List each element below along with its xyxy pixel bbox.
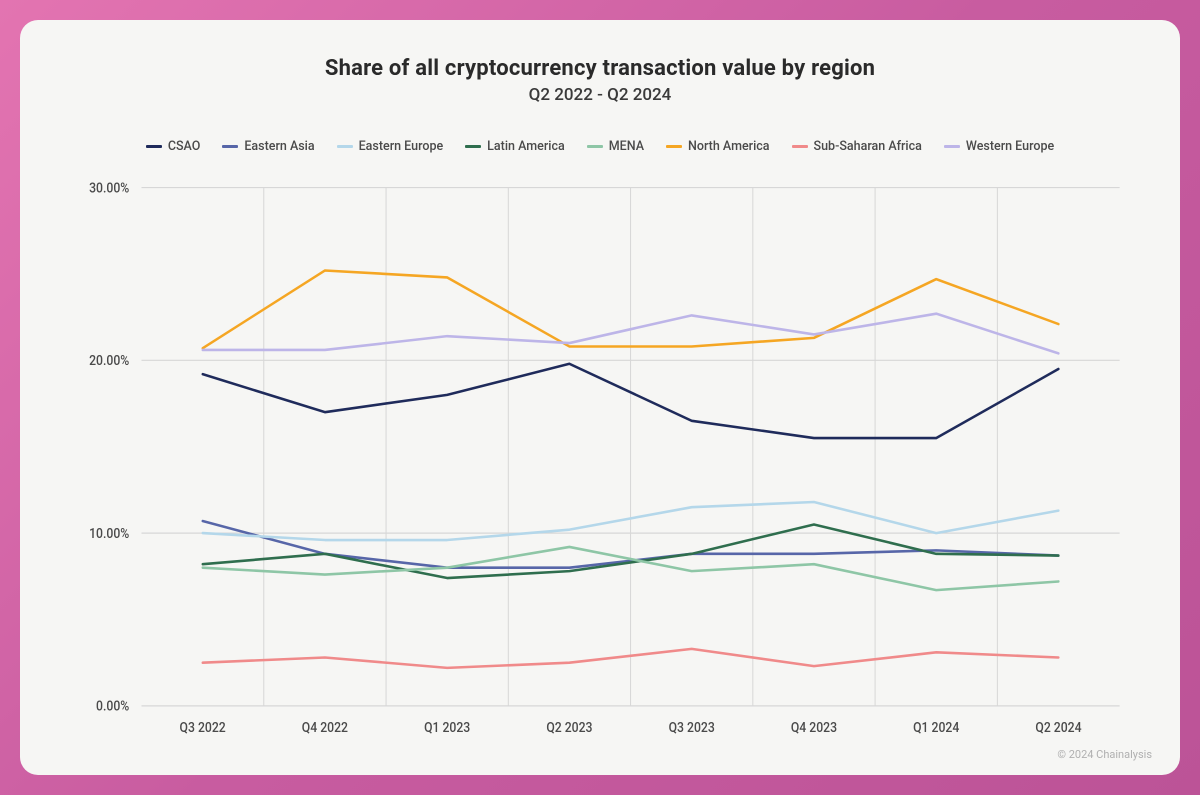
x-axis-label: Q1 2024 <box>913 720 960 736</box>
legend-swatch <box>222 145 238 148</box>
legend-label: Sub-Saharan Africa <box>814 139 922 154</box>
y-axis-label: 10.00% <box>89 526 129 542</box>
legend-item: Sub-Saharan Africa <box>792 139 922 154</box>
legend-swatch <box>944 145 960 148</box>
legend-item: MENA <box>587 139 644 154</box>
legend-item: Latin America <box>465 139 565 154</box>
legend-label: MENA <box>609 139 644 154</box>
legend: CSAO Eastern Asia Eastern Europe Latin Amer… <box>60 139 1140 154</box>
legend-swatch <box>587 145 603 148</box>
legend-label: North America <box>688 139 770 154</box>
line-chart: 0.00% 10.00% 20.00% 30.00% Q3 2022 Q4 2022 Q1 … <box>60 164 1140 753</box>
chart-title: Share of all cryptocurrency transaction … <box>60 56 1140 81</box>
legend-item: Eastern Asia <box>222 139 314 154</box>
chart-card: Share of all cryptocurrency transaction … <box>20 20 1180 775</box>
legend-item: CSAO <box>146 139 201 154</box>
y-axis-label: 0.00% <box>96 699 129 715</box>
legend-label: Western Europe <box>966 139 1054 154</box>
x-axis-label: Q3 2022 <box>180 720 226 736</box>
x-axis-label: Q1 2023 <box>424 720 470 736</box>
x-axis-label: Q3 2023 <box>669 720 715 736</box>
legend-swatch <box>465 145 481 148</box>
legend-swatch <box>146 145 162 148</box>
legend-swatch <box>666 145 682 148</box>
x-axis-label: Q2 2023 <box>546 720 592 736</box>
legend-label: CSAO <box>168 139 201 154</box>
x-axis-label: Q4 2022 <box>302 720 348 736</box>
legend-label: Eastern Europe <box>359 139 444 154</box>
legend-label: Eastern Asia <box>244 139 314 154</box>
legend-label: Latin America <box>487 139 565 154</box>
x-axis-label: Q4 2023 <box>791 720 837 736</box>
legend-swatch <box>337 145 353 148</box>
legend-item: Western Europe <box>944 139 1054 154</box>
legend-item: Eastern Europe <box>337 139 444 154</box>
chart-subtitle: Q2 2022 - Q2 2024 <box>60 85 1140 105</box>
x-axis-label: Q2 2024 <box>1035 720 1082 736</box>
y-axis-label: 30.00% <box>89 181 129 197</box>
legend-swatch <box>792 145 808 148</box>
chart-area: 0.00% 10.00% 20.00% 30.00% Q3 2022 Q4 2022 Q1 … <box>60 164 1140 753</box>
title-block: Share of all cryptocurrency transaction … <box>60 56 1140 105</box>
credit-text: © 2024 Chainalysis <box>1057 748 1152 761</box>
y-axis-label: 20.00% <box>89 353 129 369</box>
legend-item: North America <box>666 139 770 154</box>
